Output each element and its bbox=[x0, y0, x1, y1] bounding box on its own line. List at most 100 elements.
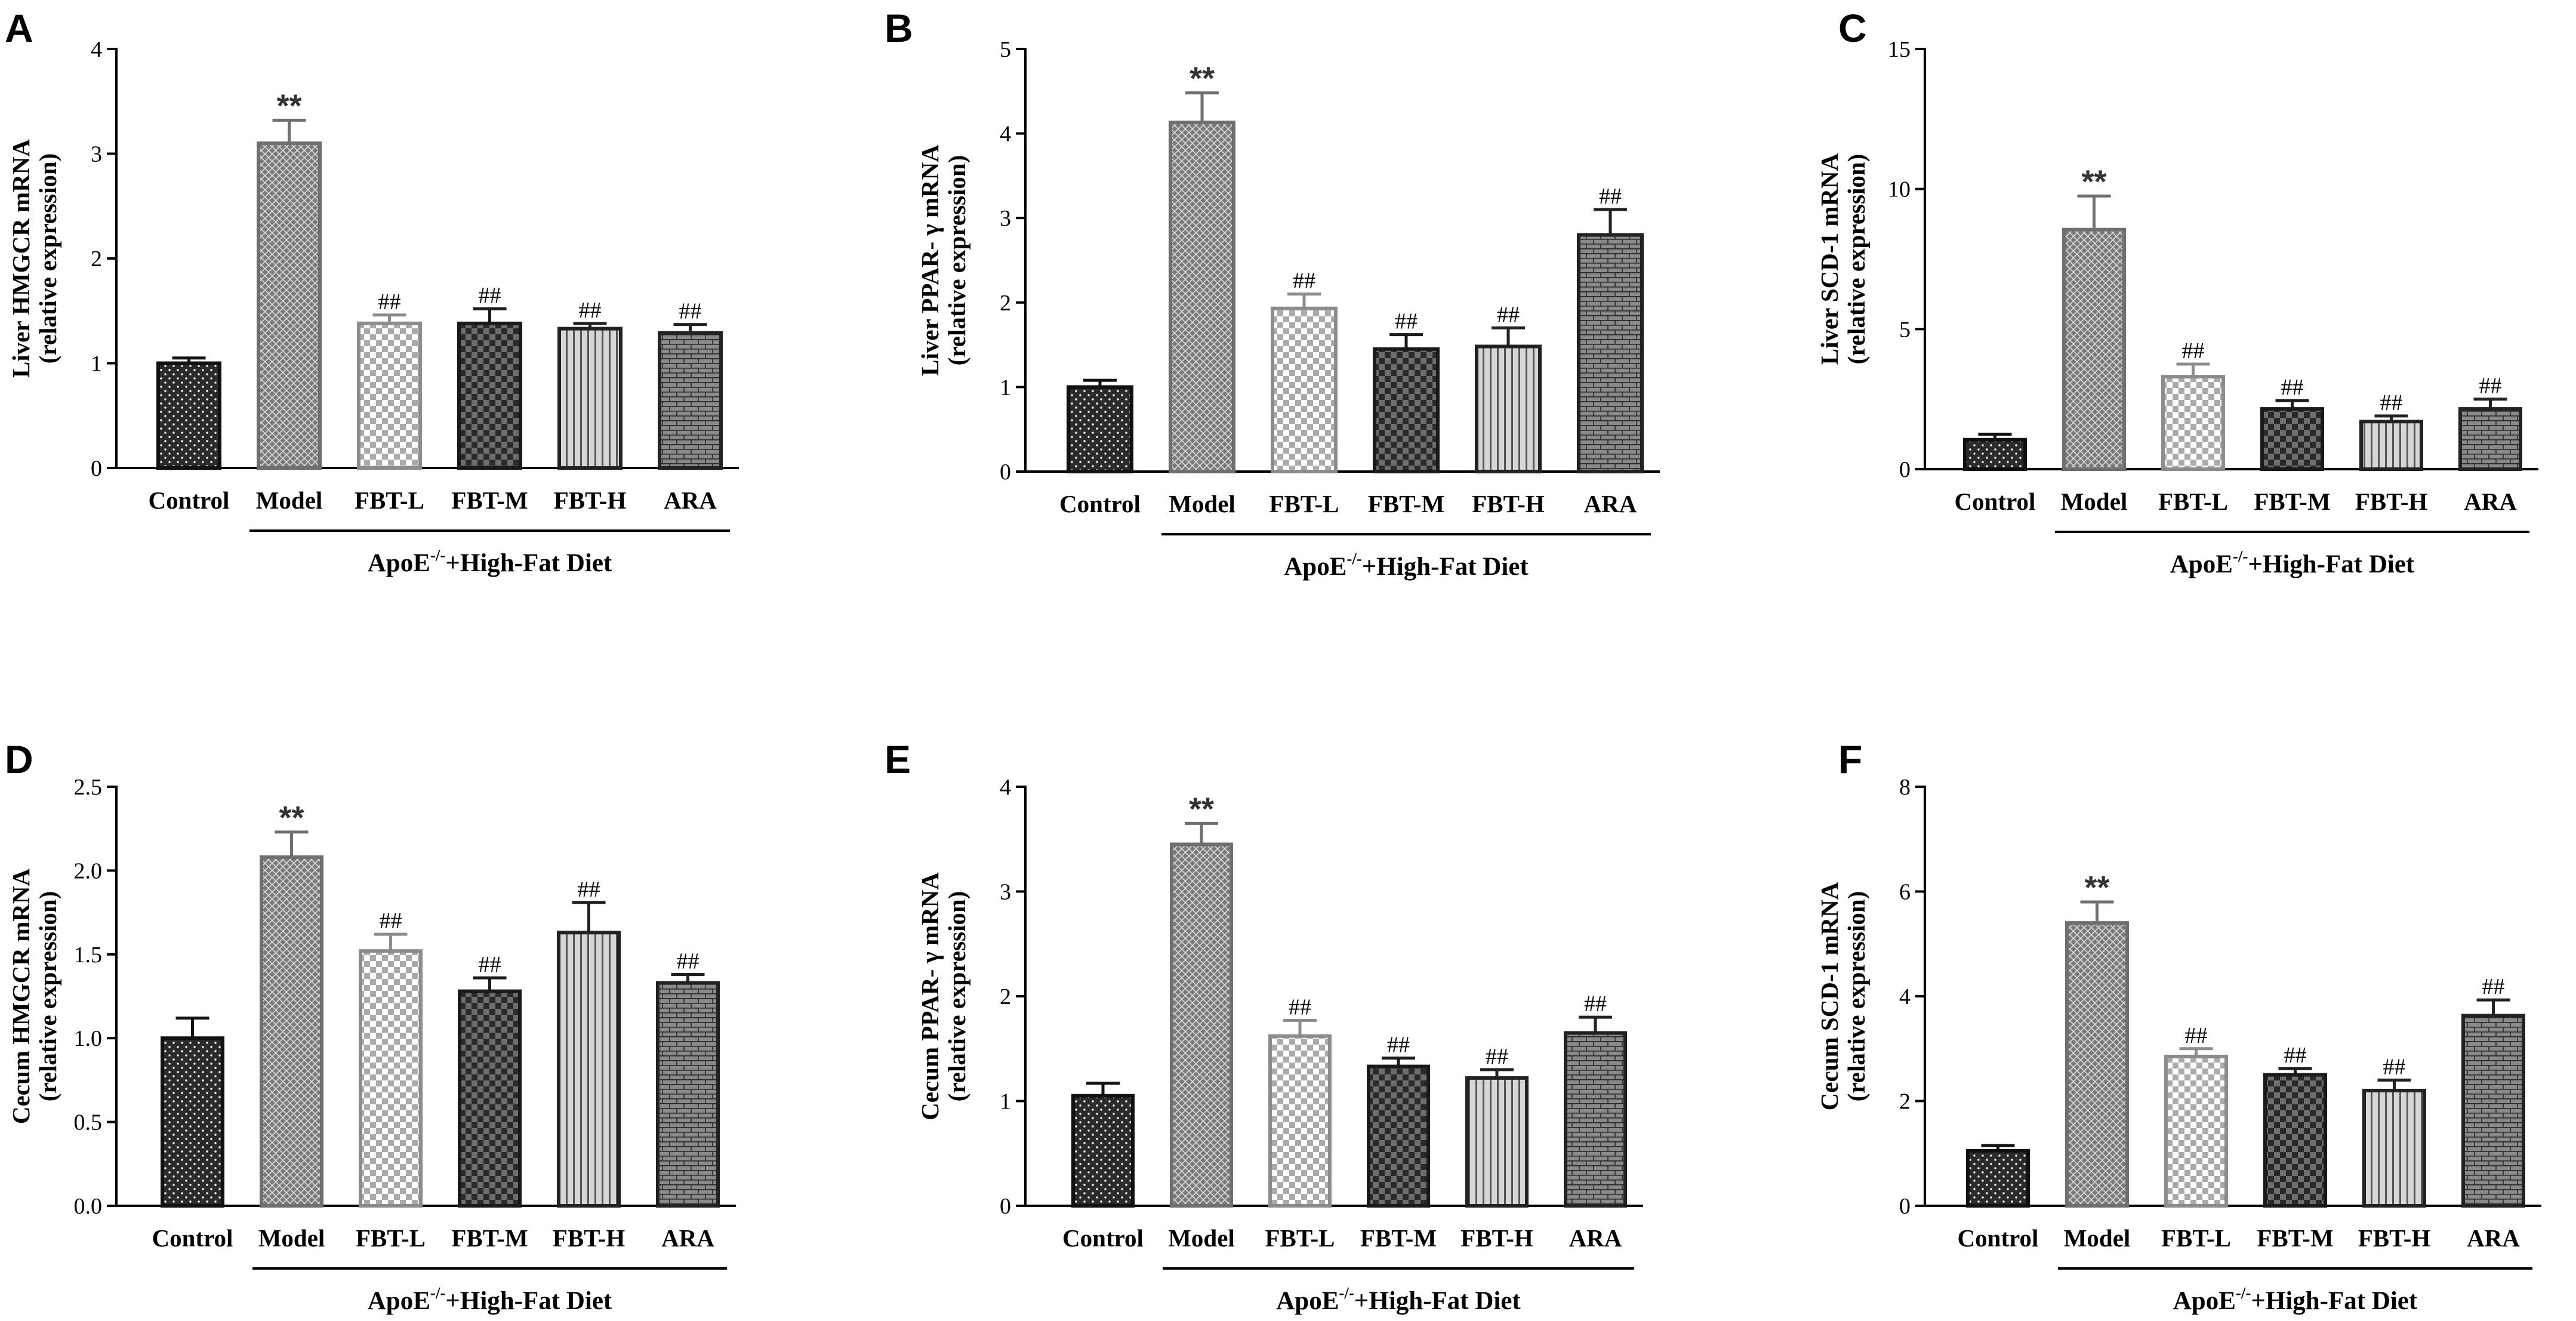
y-axis-title-line2: (relative expression) bbox=[34, 153, 61, 364]
y-tick-label: 1.5 bbox=[74, 943, 103, 968]
group-label-main: ApoE bbox=[1276, 1287, 1339, 1315]
significance-label: ## bbox=[1395, 309, 1418, 334]
y-tick-label: 2.5 bbox=[74, 775, 103, 800]
group-label-sup: -/- bbox=[430, 1284, 445, 1302]
x-tick-label: ARA bbox=[1569, 1224, 1622, 1252]
y-axis-title: Cecum SCD-1 mRNA(relative expression) bbox=[1816, 882, 1870, 1110]
group-label-rest: +High-Fat Diet bbox=[445, 1287, 612, 1315]
x-tick-label: Control bbox=[1059, 490, 1141, 518]
bar bbox=[1475, 344, 1542, 473]
bar bbox=[1169, 121, 1235, 473]
x-tick-label: FBT-M bbox=[451, 1224, 528, 1252]
significance-label: ## bbox=[2182, 338, 2205, 364]
y-axis-title: Liver HMGCR mRNA(relative expression) bbox=[7, 139, 61, 378]
significance-label: ** bbox=[279, 800, 304, 836]
y-tick-label: 0 bbox=[91, 456, 102, 481]
bar bbox=[161, 1036, 224, 1208]
bar bbox=[2260, 407, 2324, 471]
bar bbox=[1373, 347, 1440, 473]
bar bbox=[1170, 842, 1233, 1208]
y-tick-label: 6 bbox=[1899, 880, 1911, 905]
y-tick-label: 1 bbox=[91, 352, 102, 377]
significance-label: ** bbox=[276, 88, 301, 124]
group-label: ApoE-/-+High-Fat Diet bbox=[2173, 1284, 2418, 1315]
panel-letter: B bbox=[885, 6, 913, 50]
y-tick-label: 5 bbox=[1899, 317, 1911, 342]
bar bbox=[1367, 1064, 1430, 1208]
y-tick-label: 2 bbox=[1000, 984, 1011, 1009]
bar bbox=[1071, 1094, 1135, 1208]
bar bbox=[2461, 1014, 2525, 1208]
x-tick-label: Control bbox=[152, 1224, 233, 1252]
x-tick-label: ARA bbox=[664, 486, 717, 514]
y-tick-label: 1.0 bbox=[74, 1026, 103, 1051]
y-tick-label: 2 bbox=[1000, 291, 1011, 316]
group-label-rest: +High-Fat Diet bbox=[2251, 1287, 2418, 1315]
group-label-rest: +High-Fat Diet bbox=[2248, 550, 2415, 578]
y-tick-label: 3 bbox=[1000, 206, 1011, 231]
significance-label: ## bbox=[578, 877, 600, 902]
y-tick-label: 2 bbox=[1899, 1089, 1911, 1114]
x-tick-label: FBT-L bbox=[1265, 1224, 1335, 1252]
significance-label: ## bbox=[1486, 1044, 1508, 1069]
x-tick-label: Model bbox=[2064, 1224, 2131, 1252]
x-tick-label: Control bbox=[1955, 488, 2036, 515]
y-axis-title: Cecum HMGCR mRNA(relative expression) bbox=[7, 869, 61, 1125]
panel-a: A Liver HMGCR mRNA(relative expression) 0 1… bbox=[5, 6, 739, 577]
bar bbox=[2458, 407, 2522, 471]
y-axis-title-line2: (relative expression) bbox=[1842, 891, 1870, 1102]
significance-label: ## bbox=[579, 298, 602, 323]
significance-label: ## bbox=[2383, 1054, 2406, 1079]
significance-label: ## bbox=[2482, 974, 2505, 999]
x-tick-label: FBT-H bbox=[1472, 490, 1545, 518]
bar bbox=[1966, 1148, 2030, 1208]
panel-d: D Cecum HMGCR mRNA(relative expression) 0.… bbox=[5, 737, 736, 1315]
y-axis-title-line1: Liver SCD-1 mRNA bbox=[1816, 153, 1843, 365]
bar bbox=[458, 989, 522, 1208]
group-label-rest: +High-Fat Diet bbox=[1362, 553, 1529, 581]
y-tick-label: 0 bbox=[1899, 457, 1911, 482]
bar bbox=[1564, 1031, 1627, 1208]
significance-label: ## bbox=[1387, 1033, 1410, 1058]
significance-label: ## bbox=[2284, 1043, 2307, 1068]
y-tick-label: 3 bbox=[91, 142, 102, 167]
x-tick-label: FBT-H bbox=[553, 1224, 625, 1252]
panel-e: E Cecum PPAR- γ mRNA(relative expression)… bbox=[885, 737, 1643, 1315]
bar bbox=[2362, 1088, 2426, 1208]
significance-label: ## bbox=[380, 909, 402, 934]
x-tick-label: Model bbox=[256, 486, 323, 514]
significance-label: ## bbox=[1497, 302, 1520, 327]
significance-label: ## bbox=[1293, 269, 1315, 294]
bar bbox=[2263, 1073, 2327, 1208]
panel-letter: D bbox=[5, 737, 33, 781]
panel-f: F Cecum SCD-1 mRNA(relative expression) 0 2… bbox=[1816, 737, 2541, 1315]
bar bbox=[2359, 420, 2423, 471]
group-label-rest: +High-Fat Diet bbox=[1354, 1287, 1521, 1315]
significance-label: ## bbox=[2380, 390, 2403, 415]
x-tick-label: Model bbox=[1169, 490, 1235, 518]
group-label: ApoE-/-+High-Fat Diet bbox=[1284, 550, 1529, 581]
significance-label: ## bbox=[679, 299, 702, 324]
y-tick-label: 5 bbox=[1000, 37, 1011, 62]
group-label-main: ApoE bbox=[2173, 1287, 2236, 1315]
bar bbox=[260, 855, 323, 1208]
x-tick-label: FBT-H bbox=[2358, 1224, 2431, 1252]
bar bbox=[557, 327, 623, 470]
group-label-main: ApoE bbox=[1284, 553, 1346, 581]
x-tick-label: FBT-H bbox=[554, 486, 627, 514]
y-tick-label: 2.0 bbox=[74, 858, 103, 883]
y-tick-label: 3 bbox=[1000, 880, 1011, 905]
y-tick-label: 10 bbox=[1888, 177, 1911, 202]
y-axis-title-line2: (relative expression) bbox=[34, 891, 61, 1102]
y-tick-label: 0.5 bbox=[74, 1110, 103, 1135]
group-label-main: ApoE bbox=[368, 549, 430, 577]
y-tick-label: 1 bbox=[1000, 1089, 1011, 1114]
x-tick-label: ARA bbox=[661, 1224, 714, 1252]
significance-label: ## bbox=[479, 952, 501, 977]
panel-letter: F bbox=[1838, 737, 1862, 781]
group-label: ApoE-/-+High-Fat Diet bbox=[368, 1284, 612, 1315]
x-tick-label: Control bbox=[1958, 1224, 2039, 1252]
significance-label: ** bbox=[1190, 61, 1215, 97]
y-axis-title: Liver SCD-1 mRNA(relative expression) bbox=[1816, 153, 1870, 365]
y-axis-title-line1: Liver HMGCR mRNA bbox=[7, 139, 35, 378]
